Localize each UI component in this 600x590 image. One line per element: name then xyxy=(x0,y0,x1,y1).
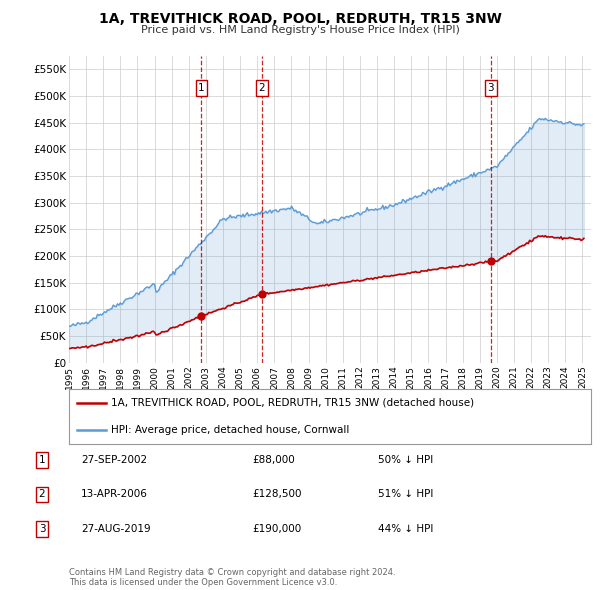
Text: Price paid vs. HM Land Registry's House Price Index (HPI): Price paid vs. HM Land Registry's House … xyxy=(140,25,460,35)
Text: £128,500: £128,500 xyxy=(252,490,302,499)
Text: 1: 1 xyxy=(38,455,46,465)
Text: 1A, TREVITHICK ROAD, POOL, REDRUTH, TR15 3NW: 1A, TREVITHICK ROAD, POOL, REDRUTH, TR15… xyxy=(98,12,502,26)
Text: 27-SEP-2002: 27-SEP-2002 xyxy=(81,455,147,465)
Text: 2: 2 xyxy=(38,490,46,499)
Text: HPI: Average price, detached house, Cornwall: HPI: Average price, detached house, Corn… xyxy=(111,425,349,435)
Text: £190,000: £190,000 xyxy=(252,524,301,533)
Text: 50% ↓ HPI: 50% ↓ HPI xyxy=(378,455,433,465)
Text: 1A, TREVITHICK ROAD, POOL, REDRUTH, TR15 3NW (detached house): 1A, TREVITHICK ROAD, POOL, REDRUTH, TR15… xyxy=(111,398,474,408)
Text: £88,000: £88,000 xyxy=(252,455,295,465)
Text: 3: 3 xyxy=(38,524,46,533)
Text: 2: 2 xyxy=(259,83,265,93)
Text: 13-APR-2006: 13-APR-2006 xyxy=(81,490,148,499)
Text: 1: 1 xyxy=(198,83,205,93)
Text: 44% ↓ HPI: 44% ↓ HPI xyxy=(378,524,433,533)
Text: 51% ↓ HPI: 51% ↓ HPI xyxy=(378,490,433,499)
Text: 3: 3 xyxy=(488,83,494,93)
Text: 27-AUG-2019: 27-AUG-2019 xyxy=(81,524,151,533)
Text: Contains HM Land Registry data © Crown copyright and database right 2024.
This d: Contains HM Land Registry data © Crown c… xyxy=(69,568,395,587)
